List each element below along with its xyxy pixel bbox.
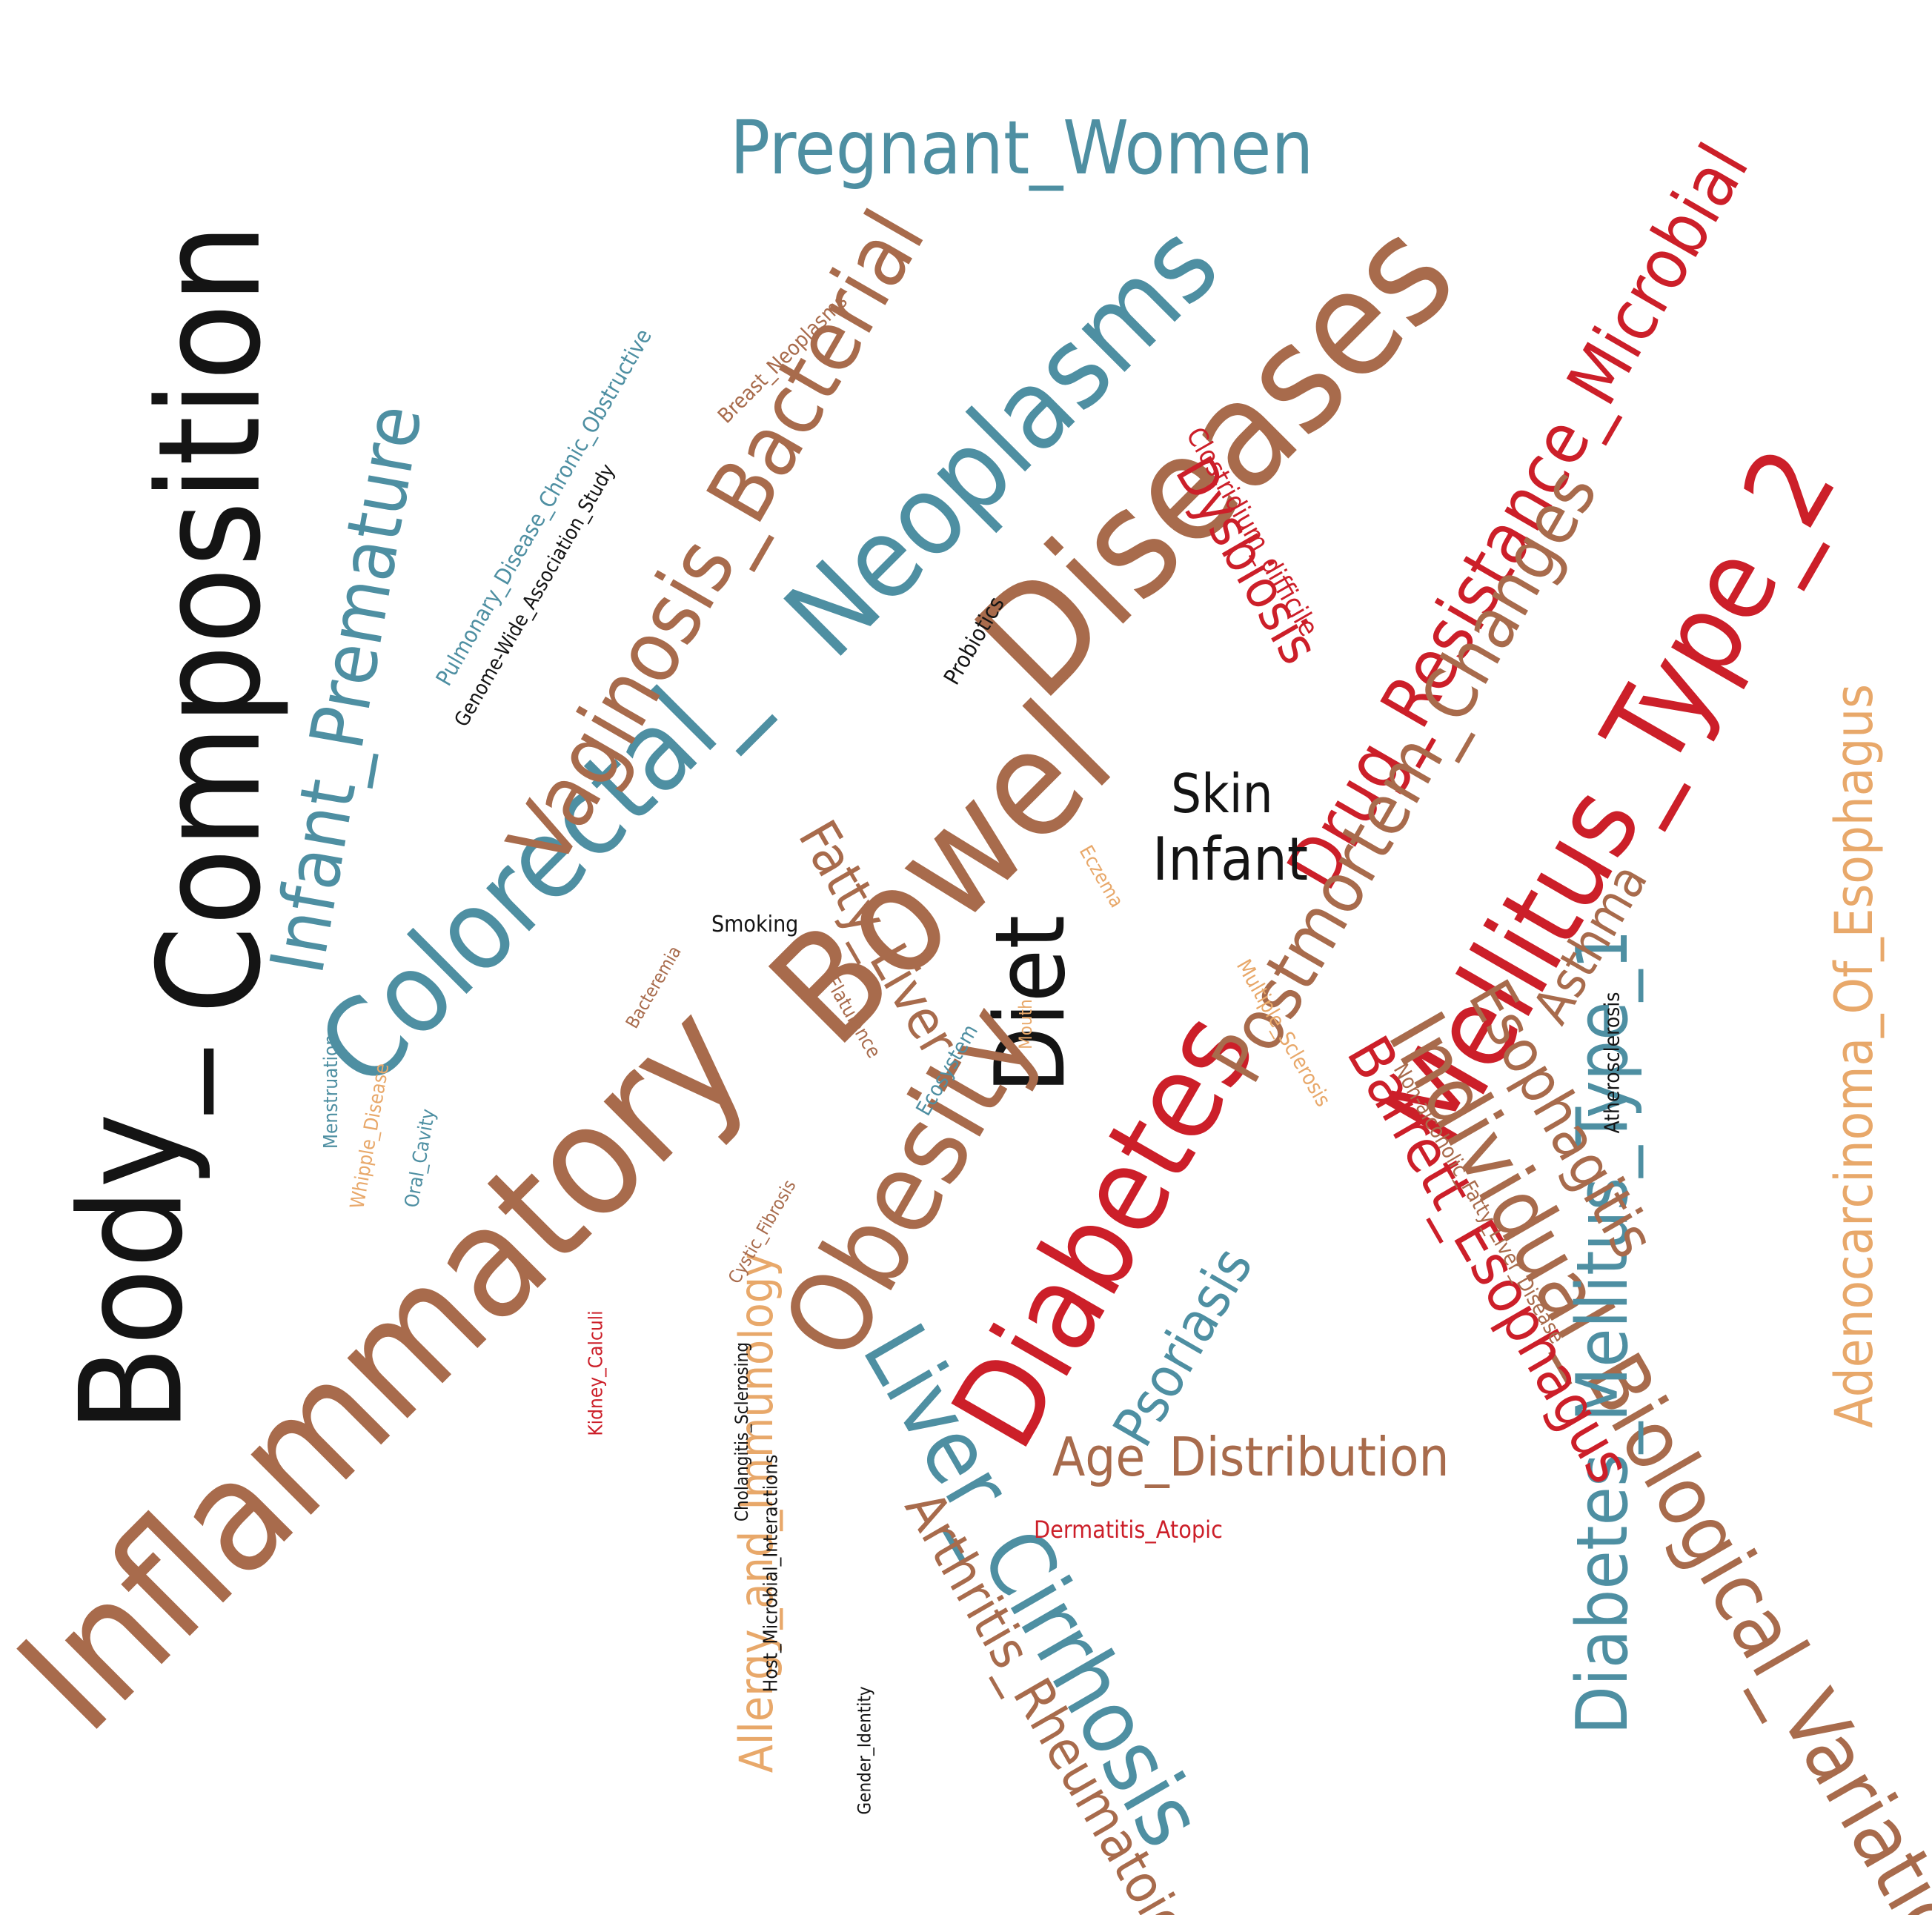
- word-body: Body_: [50, 1049, 214, 1433]
- word-cholangitis: Cholangitis_Sclerosing: [731, 1341, 753, 1522]
- word-dermatitis-atopic: Dermatitis_Atopic: [1034, 1516, 1223, 1544]
- word-mouth: Mouth: [1015, 999, 1036, 1049]
- word-eczema: Eczema: [1074, 841, 1128, 912]
- word-composition: Composition: [127, 223, 292, 1015]
- word-pregnant-women: Pregnant_Women: [730, 104, 1314, 191]
- word-kidney-calculi: Kidney_Calculi: [585, 1310, 608, 1436]
- word-age-distribution: Age_Distribution: [1052, 1426, 1450, 1488]
- word-atherosclerosis: Atherosclerosis: [1599, 992, 1624, 1134]
- word-whipple: Whipple_Disease: [346, 1061, 394, 1211]
- word-smoking: Smoking: [711, 912, 799, 937]
- word-gender-identity: Gender_Identity: [854, 1686, 875, 1815]
- word-skin: Skin: [1171, 763, 1273, 825]
- word-adenocarcinoma: Adenocarcinoma_Of_Esophagus: [1824, 683, 1885, 1429]
- word-menstruation: Menstruation: [320, 1034, 343, 1149]
- word-host-microbial: Host_Microbial_Interactions: [760, 1454, 783, 1693]
- word-infant: Infant: [1152, 825, 1309, 894]
